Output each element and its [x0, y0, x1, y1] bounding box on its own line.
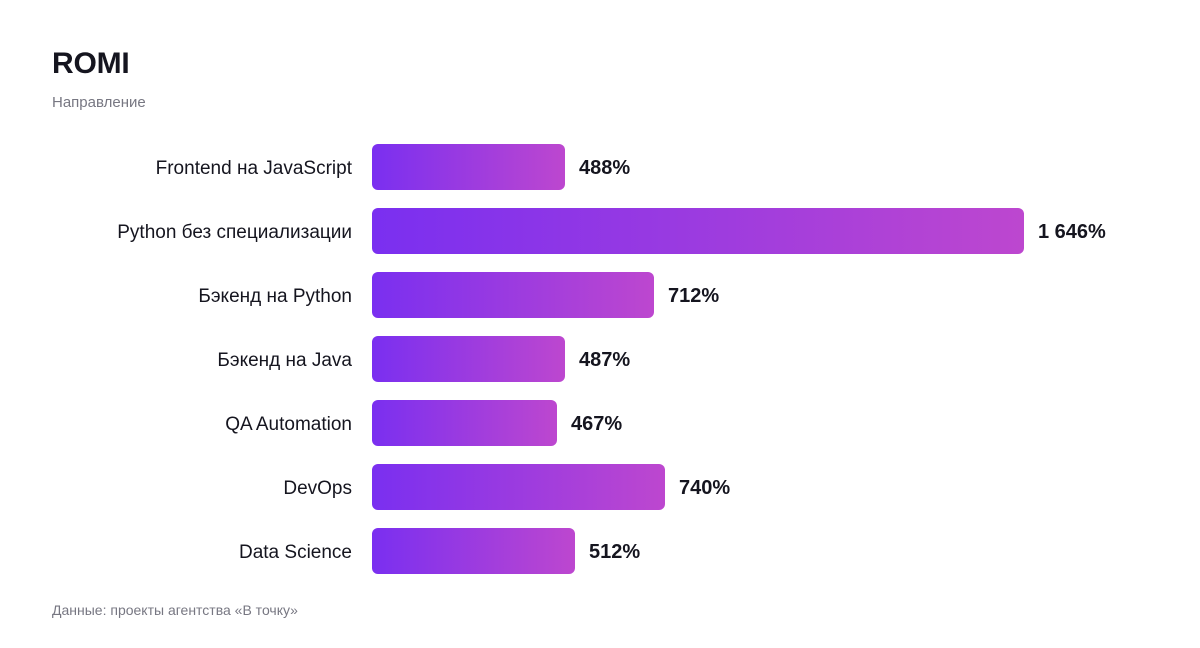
category-label: DevOps	[283, 478, 352, 499]
chart-subtitle: Направление	[52, 94, 146, 111]
bar	[372, 400, 557, 446]
bar	[372, 144, 565, 190]
category-label: Frontend на JavaScript	[156, 158, 353, 179]
bar	[372, 208, 1024, 254]
category-label: Data Science	[239, 542, 352, 563]
value-label: 712%	[668, 285, 719, 307]
bar	[372, 528, 575, 574]
bar	[372, 464, 665, 510]
source-note: Данные: проекты агентства «В точку»	[52, 602, 298, 618]
category-label: QA Automation	[225, 414, 352, 435]
bars-group: Frontend на JavaScript 488% Python без спе…	[117, 144, 1106, 574]
value-label: 467%	[571, 413, 622, 435]
value-label: 740%	[679, 477, 730, 499]
bar	[372, 336, 565, 382]
bar	[372, 272, 654, 318]
value-label: 488%	[579, 157, 630, 179]
category-label: Бэкенд на Python	[198, 286, 352, 307]
value-label: 512%	[589, 541, 640, 563]
value-label: 1 646%	[1038, 221, 1106, 243]
category-label: Бэкенд на Java	[217, 350, 352, 371]
value-label: 487%	[579, 349, 630, 371]
category-label: Python без специализации	[117, 222, 352, 243]
chart-title: ROMI	[52, 47, 130, 80]
